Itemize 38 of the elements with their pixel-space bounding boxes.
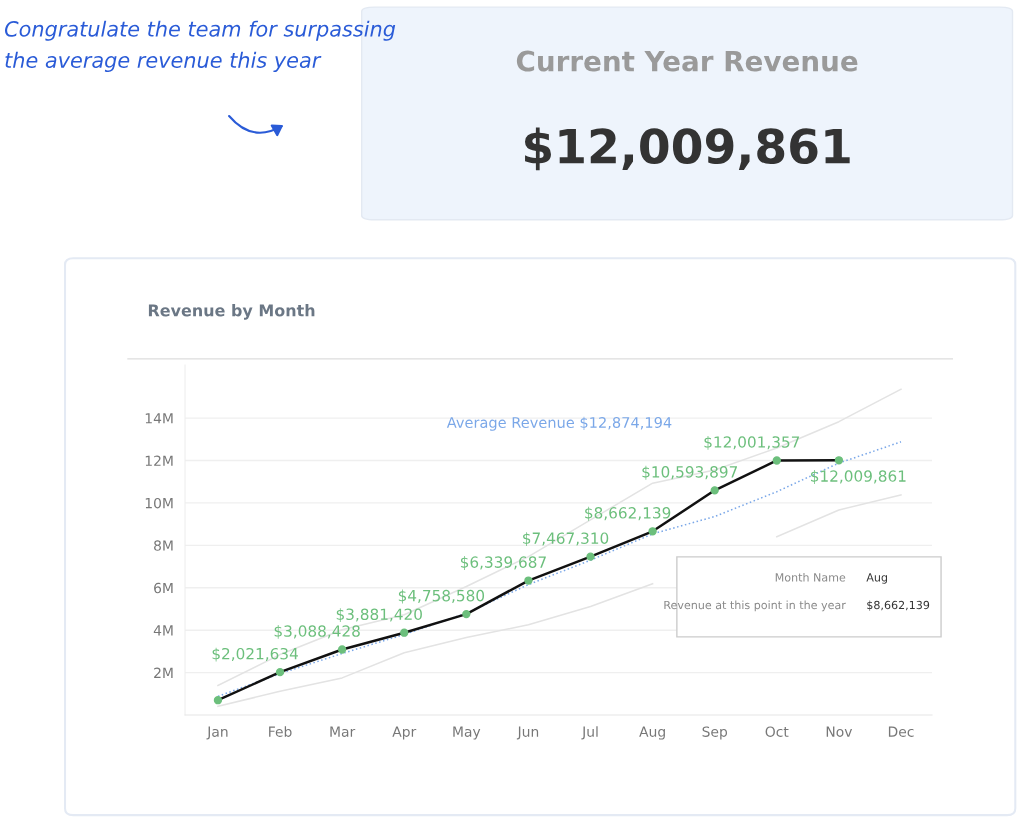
text: Average Revenue $12,874,194 (446, 416, 672, 431)
data-label: $3,881,420 (336, 608, 422, 623)
annotation: Revenue at this point in the year (664, 600, 846, 612)
x-tick-label: Oct (765, 726, 789, 737)
x-tick-label: Jul (581, 726, 598, 740)
data-label: $12,009,861 (811, 470, 906, 484)
x-tick-label: Aug (639, 726, 665, 740)
data-label: $7,467,310 (523, 532, 609, 546)
y-tick-label: 14M (145, 413, 173, 424)
y-tick-label: 6M (154, 582, 173, 594)
y-tick-label: 4M (153, 625, 173, 636)
x-tick-label: Nov (826, 726, 853, 737)
text: $12,009,861 (525, 127, 850, 171)
x-tick-label: Mar (330, 726, 356, 737)
data-label: $6,339,687 (460, 556, 546, 570)
y-tick-label: 12M (145, 455, 173, 466)
y-tick-label: 8M (154, 540, 173, 551)
data-label: $12,001,357 (704, 435, 800, 450)
data-label: $3,088,428 (274, 625, 360, 639)
data-label: $4,758,580 (398, 589, 485, 604)
annotation: Month Name (775, 572, 846, 582)
annotation: Aug (866, 573, 887, 584)
chart-title: Revenue by Month (148, 304, 315, 320)
text: Congratulate the team for surpassing the average revenue this year (4, 20, 396, 73)
y-tick-label: 2M (154, 667, 173, 678)
x-tick-label: Jan (206, 726, 228, 740)
y-tick-label: 10M (145, 497, 173, 509)
x-tick-label: May (453, 726, 481, 740)
data-label: $8,662,139 (585, 506, 671, 521)
data-label: $2,021,634 (212, 647, 298, 662)
x-tick-label: Dec (888, 726, 914, 737)
x-tick-label: Feb (269, 726, 292, 737)
data-label: $10,593,897 (642, 465, 737, 480)
x-tick-label: Jun (516, 726, 539, 740)
x-tick-label: Apr (392, 726, 417, 740)
x-tick-label: Sep (702, 726, 728, 740)
text: Current Year Revenue (516, 50, 858, 72)
annotation: $8,662,139 (867, 600, 930, 611)
